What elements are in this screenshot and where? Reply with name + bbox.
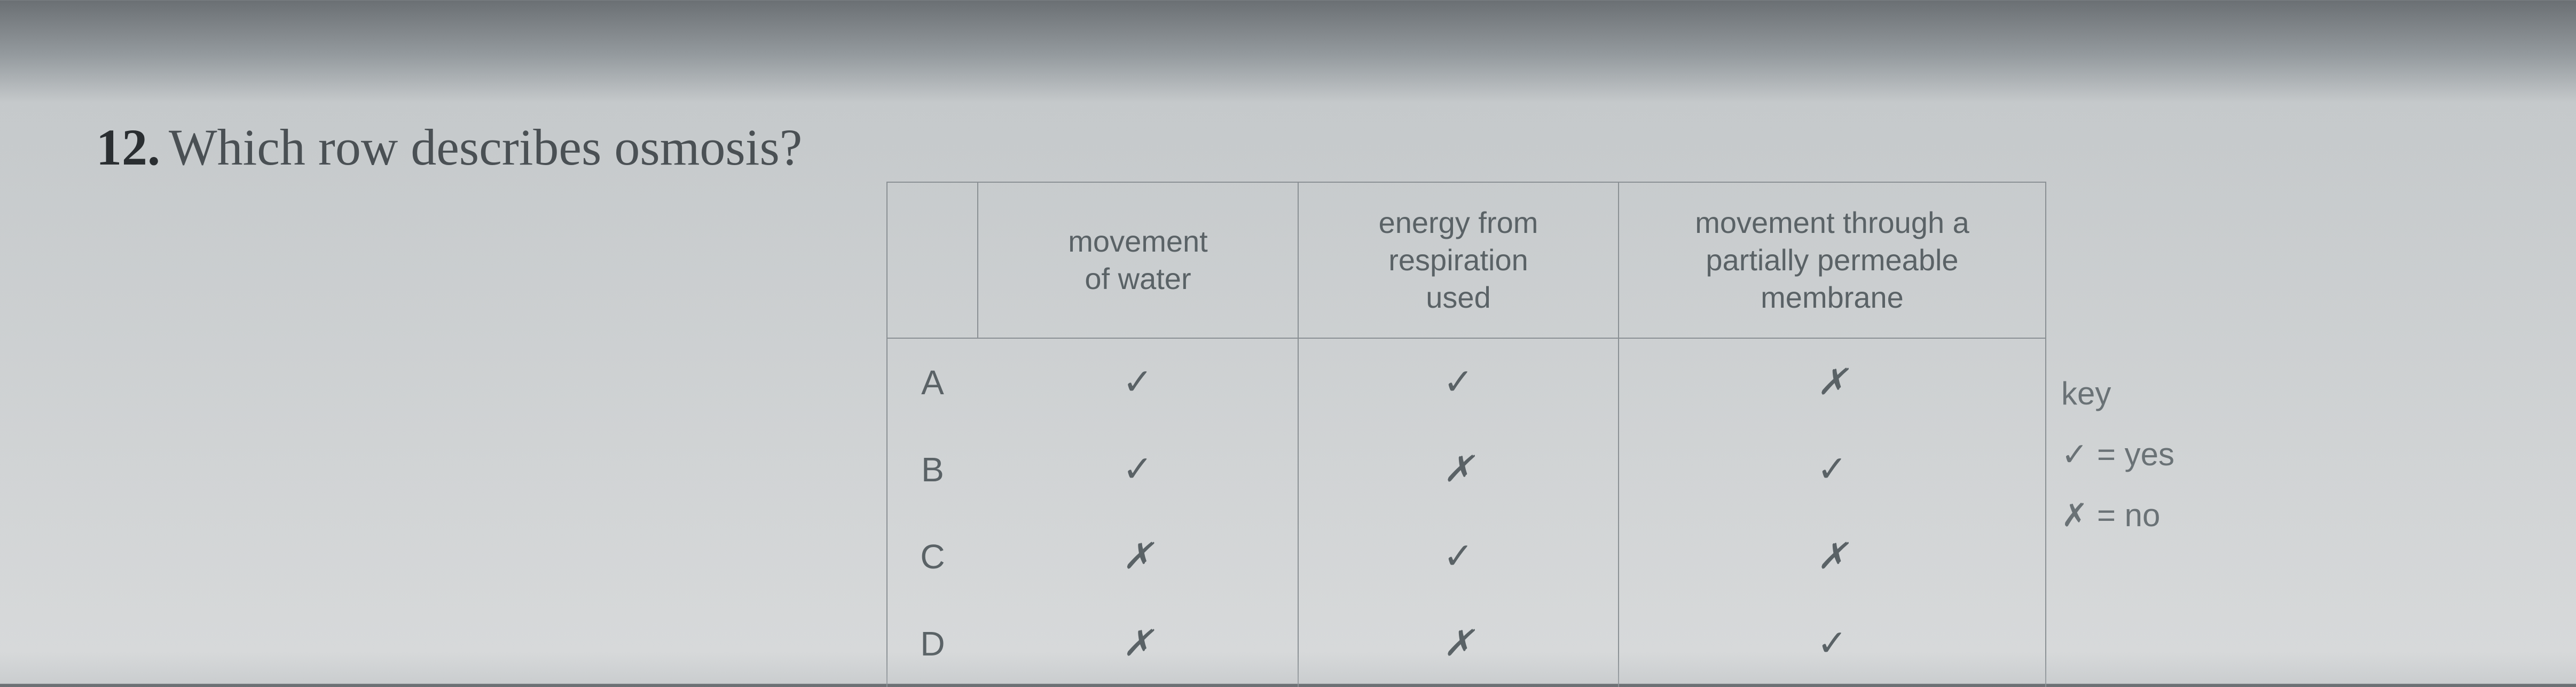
legend-title: key	[2061, 363, 2174, 424]
cell-a-energy: ✓	[1298, 338, 1619, 426]
legend-box: key ✓ = yes ✗ = no	[2061, 363, 2174, 546]
table-header-membrane: movement through apartially permeablemem…	[1619, 182, 2046, 338]
cell-c-energy: ✓	[1298, 513, 1619, 600]
row-label-b: B	[887, 426, 978, 513]
cell-c-water: ✗	[978, 513, 1298, 600]
table-header-row: movementof water energy fromrespirationu…	[887, 182, 2046, 338]
legend-no: ✗ = no	[2061, 485, 2174, 546]
table-header-energy: energy fromrespirationused	[1298, 182, 1619, 338]
answer-table-wrapper: movementof water energy fromrespirationu…	[886, 182, 2046, 687]
answer-table: movementof water energy fromrespirationu…	[886, 182, 2046, 687]
cell-b-water: ✓	[978, 426, 1298, 513]
table-corner-cell	[887, 182, 978, 338]
row-label-a: A	[887, 338, 978, 426]
table-header-water: movementof water	[978, 182, 1298, 338]
table-row: B ✓ ✗ ✓	[887, 426, 2046, 513]
question-number: 12.	[96, 119, 160, 176]
table-row: C ✗ ✓ ✗	[887, 513, 2046, 600]
cell-a-water: ✓	[978, 338, 1298, 426]
row-label-c: C	[887, 513, 978, 600]
question-block: 12. Which row describes osmosis?	[0, 0, 2576, 177]
table-row: A ✓ ✓ ✗	[887, 338, 2046, 426]
cell-c-membrane: ✗	[1619, 513, 2046, 600]
cell-b-membrane: ✓	[1619, 426, 2046, 513]
cell-a-membrane: ✗	[1619, 338, 2046, 426]
page-fade	[0, 652, 2576, 684]
legend-yes: ✓ = yes	[2061, 424, 2174, 485]
cell-b-energy: ✗	[1298, 426, 1619, 513]
question-text: Which row describes osmosis?	[169, 119, 802, 176]
